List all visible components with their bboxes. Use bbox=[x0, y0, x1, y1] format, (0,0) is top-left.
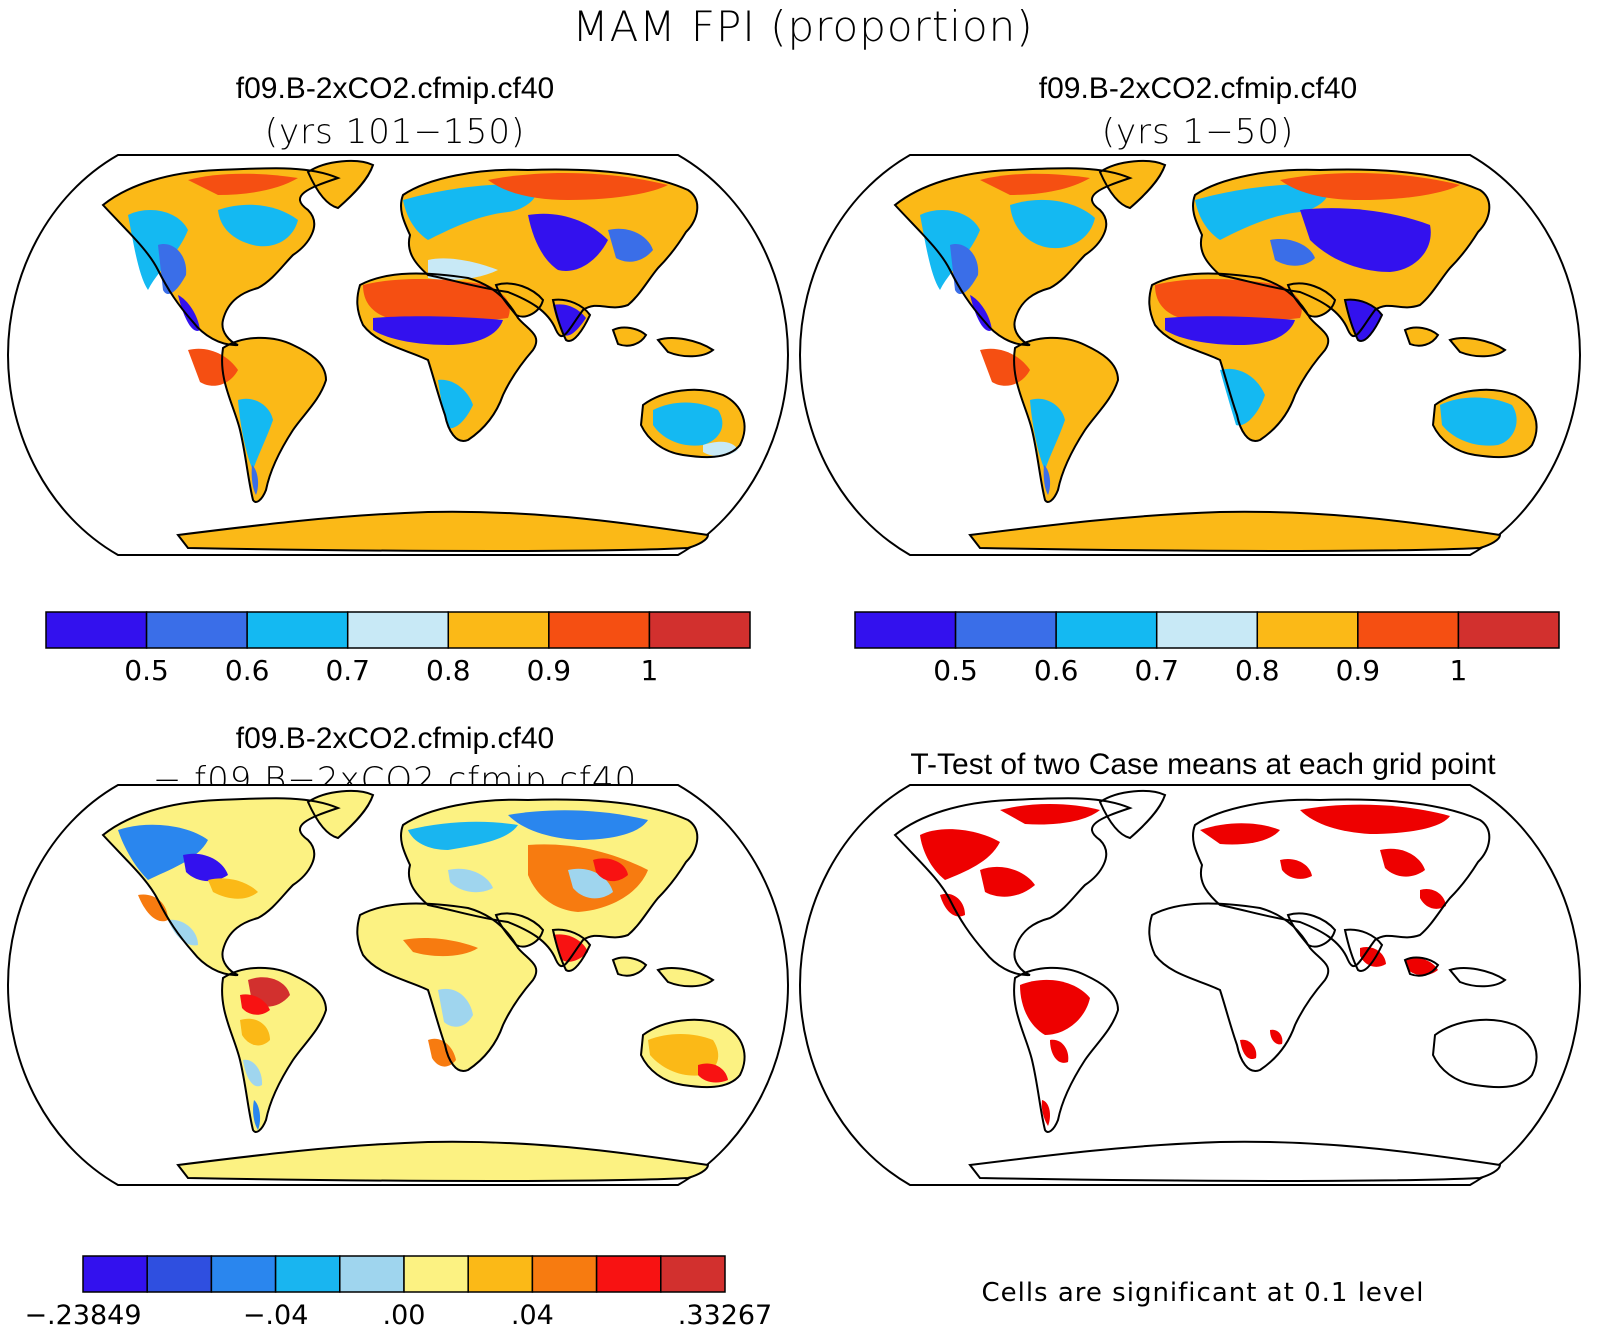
colorbar-swatch bbox=[82, 1255, 148, 1293]
colorbar-swatch bbox=[954, 611, 1057, 649]
colorbar-swatch bbox=[346, 611, 450, 649]
colorbar-swatch bbox=[1155, 611, 1259, 649]
colorbar-tick-label: 0.7 bbox=[325, 654, 370, 687]
ttest-title: T-Test of two Case means at each grid po… bbox=[910, 748, 1496, 781]
colorbar-tick-label: 0.9 bbox=[527, 654, 572, 687]
top-left-subtitle: (yrs 101−150) bbox=[264, 112, 526, 152]
colorbar-tick-label: .00 bbox=[383, 1300, 426, 1327]
colorbar-swatch bbox=[339, 1255, 405, 1293]
colorbar-mean-left: 0.5 0.6 0.7 0.8 0.9 1 bbox=[45, 611, 751, 687]
colorbar-swatch bbox=[1055, 611, 1158, 649]
colorbar-swatch bbox=[447, 611, 550, 649]
colorbar-swatch bbox=[1457, 611, 1560, 649]
map-top-left bbox=[6, 154, 790, 556]
colorbar-swatch bbox=[210, 1255, 277, 1293]
colorbar-tick-label: 0.7 bbox=[1134, 654, 1179, 687]
colorbar-tick-label: −.23849 bbox=[24, 1300, 141, 1327]
bottom-left-case-title: f09.B-2xCO2.cfmip.cf40 bbox=[235, 722, 555, 755]
colorbar-swatch bbox=[145, 611, 248, 649]
colorbar-swatch bbox=[45, 611, 148, 649]
colorbar-tick-label: 0.9 bbox=[1336, 654, 1381, 687]
top-left-case-title: f09.B-2xCO2.cfmip.cf40 bbox=[235, 72, 555, 105]
top-right-case-title: f09.B-2xCO2.cfmip.cf40 bbox=[1038, 72, 1358, 105]
colorbar-swatch bbox=[648, 611, 751, 649]
colorbar-swatch bbox=[274, 1255, 341, 1293]
colorbar-swatch bbox=[531, 1255, 598, 1293]
colorbar-swatch bbox=[548, 611, 651, 649]
colorbar-tick-label: 0.8 bbox=[1235, 654, 1280, 687]
top-right-subtitle: (yrs 1−50) bbox=[1101, 112, 1295, 152]
colorbar-mean-right: 0.5 0.6 0.7 0.8 0.9 1 bbox=[854, 611, 1560, 687]
colorbar-swatch bbox=[467, 1255, 534, 1293]
map-bottom-right bbox=[798, 784, 1582, 1186]
colorbar-swatch bbox=[403, 1255, 469, 1293]
colorbar-tick-label: 1 bbox=[1450, 654, 1468, 687]
colorbar-tick-label: 0.5 bbox=[933, 654, 978, 687]
colorbar-swatch bbox=[595, 1255, 662, 1293]
map-bottom-left bbox=[6, 784, 790, 1186]
colorbar-tick-label: −.04 bbox=[243, 1300, 309, 1327]
colorbar-swatch bbox=[854, 611, 957, 649]
colorbar-tick-label: .33267 bbox=[678, 1300, 772, 1327]
colorbar-tick-label: 1 bbox=[641, 654, 659, 687]
colorbar-swatch bbox=[1357, 611, 1460, 649]
significance-note: Cells are significant at 0.1 level bbox=[981, 1278, 1425, 1308]
map-top-right bbox=[798, 154, 1582, 556]
colorbar-tick-label: 0.6 bbox=[225, 654, 270, 687]
figure-title: MAM FPI (proportion) bbox=[572, 2, 1034, 51]
colorbar-tick-label: 0.5 bbox=[124, 654, 169, 687]
colorbar-swatch bbox=[246, 611, 349, 649]
colorbar-tick-label: .04 bbox=[511, 1300, 554, 1327]
colorbar-swatch bbox=[660, 1255, 726, 1293]
colorbar-tick-label: 0.8 bbox=[426, 654, 471, 687]
colorbar-swatch bbox=[146, 1255, 213, 1293]
colorbar-swatch bbox=[1256, 611, 1359, 649]
colorbar-diff: −.23849 −.04 .00 .04 .33267 bbox=[24, 1255, 772, 1327]
colorbar-tick-label: 0.6 bbox=[1034, 654, 1079, 687]
